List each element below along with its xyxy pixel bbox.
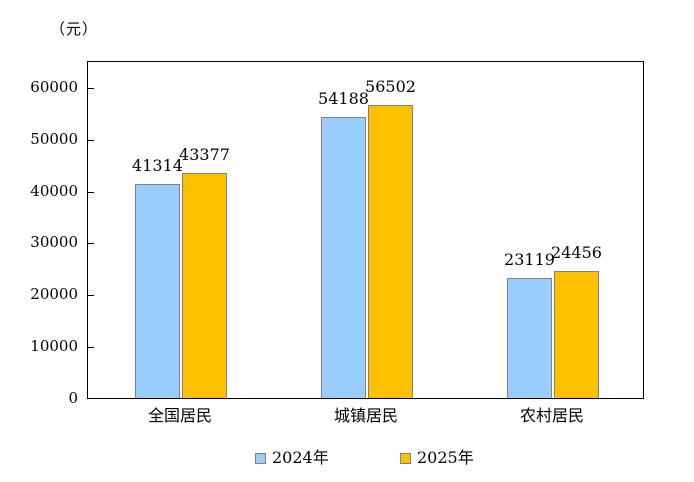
bar-2025年-全国居民	[182, 173, 227, 398]
legend-swatch-2024	[255, 452, 266, 464]
value-label-2025年-全国居民: 43377	[179, 145, 230, 164]
value-label-2025年-城镇居民: 56502	[365, 77, 416, 96]
legend: 2024年 2025年	[0, 448, 694, 468]
legend-label-2025: 2025年	[417, 448, 474, 467]
y-axis-tick	[88, 295, 94, 296]
legend-item-2025: 2025年	[400, 448, 474, 468]
y-axis-tick	[88, 192, 94, 193]
y-axis-unit-label: （元）	[50, 20, 99, 38]
legend-label-2024: 2024年	[272, 448, 329, 467]
y-axis-tick-label: 40000	[30, 182, 78, 200]
value-label-2024年-全国居民: 41314	[132, 156, 183, 175]
x-axis-category-label: 全国居民	[147, 406, 212, 425]
x-axis-category-label: 城镇居民	[333, 406, 398, 425]
bar-2024年-农村居民	[507, 278, 552, 398]
y-axis-tick-label: 0	[68, 389, 78, 407]
bar-2024年-全国居民	[135, 184, 180, 398]
bar-2025年-农村居民	[554, 271, 599, 398]
y-axis-tick	[88, 88, 94, 89]
y-axis-tick	[88, 347, 94, 348]
legend-item-2024: 2024年	[255, 448, 329, 468]
bar-2024年-城镇居民	[321, 117, 366, 398]
y-axis-tick-label: 10000	[30, 337, 78, 355]
value-label-2024年-城镇居民: 54188	[318, 89, 369, 108]
y-axis-tick-label: 20000	[30, 285, 78, 303]
y-axis-tick-label: 30000	[30, 233, 78, 251]
value-label-2025年-农村居民: 24456	[551, 243, 602, 262]
legend-swatch-2025	[400, 452, 411, 464]
y-axis-tick-label: 50000	[30, 130, 78, 148]
value-label-2024年-农村居民: 23119	[504, 250, 555, 269]
y-axis-tick	[88, 140, 94, 141]
x-axis-category-label: 农村居民	[519, 406, 584, 425]
plot-area: 41314 43377 54188 56502 23119 24456	[87, 61, 644, 399]
y-axis-tick	[88, 243, 94, 244]
bar-2025年-城镇居民	[368, 105, 413, 398]
y-axis-tick-label: 60000	[30, 78, 78, 96]
